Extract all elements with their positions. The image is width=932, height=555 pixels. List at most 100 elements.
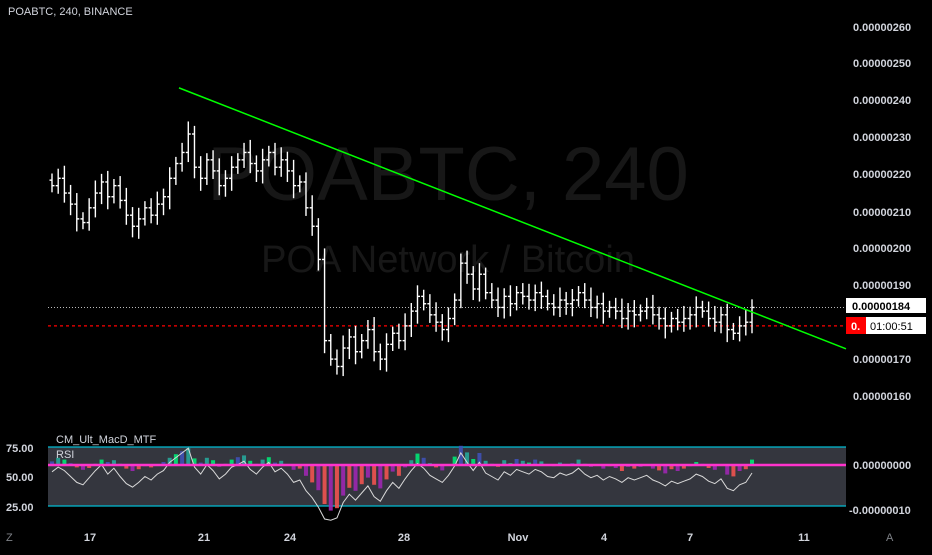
macd-histogram-bar [706, 465, 711, 468]
rsi-line [51, 447, 753, 521]
time-axis-label: 17 [84, 532, 96, 544]
macd-histogram-bar [471, 459, 476, 465]
macd-histogram-bar [87, 465, 92, 468]
symbol-header[interactable]: POABTC, 240, BINANCE [8, 6, 133, 18]
macd-histogram-bar [347, 465, 352, 488]
macd-histogram-bar [502, 460, 507, 465]
time-axis-icon-right[interactable]: A [886, 532, 894, 544]
time-axis-label: 11 [798, 532, 810, 544]
alert-price-tag [846, 317, 866, 334]
macd-histogram-bar [235, 457, 240, 465]
macd-histogram-bar [248, 460, 253, 465]
macd-histogram-bar [477, 453, 482, 465]
price-axis[interactable]: 0.00000260 0.00000250 0.00000240 0.00000… [853, 22, 911, 403]
macd-histogram-bar [80, 465, 85, 470]
macd-histogram-bar [211, 460, 216, 465]
macd-histogram-bar [359, 465, 364, 485]
current-price-tag [846, 298, 926, 313]
countdown-label: 01:00:51 [870, 321, 913, 333]
macd-histogram-bar [415, 453, 420, 465]
macd-histogram-bar [180, 451, 185, 465]
macd-histogram-bar [353, 465, 358, 491]
macd-histogram-bar [725, 465, 730, 475]
price-axis-label: 0.00000170 [853, 354, 911, 366]
indicator-layer [48, 445, 846, 521]
price-axis-label: 0.00000190 [853, 280, 911, 292]
macd-histogram-bar [291, 465, 296, 470]
watermark-symbol: POABTC, 240 [207, 132, 689, 217]
macd-histogram-bar [167, 457, 172, 465]
macd-axis-label: -0.00000010 [849, 505, 911, 517]
macd-histogram-bar [310, 465, 315, 483]
macd-histogram-bar [322, 465, 327, 504]
macd-histogram-bar [365, 465, 370, 478]
macd-histogram-bar [372, 465, 377, 485]
time-axis-label: Nov [508, 532, 530, 544]
macd-histogram-bar [341, 465, 346, 496]
macd-histogram-bar [186, 448, 191, 465]
macd-histogram-bar [242, 455, 247, 465]
time-axis-label: 21 [198, 532, 210, 544]
macd-histogram-bar [576, 459, 581, 465]
price-axis-label: 0.00000250 [853, 58, 911, 70]
macd-axis-label: 0.00000000 [853, 460, 911, 472]
macd-histogram-bar [601, 465, 606, 469]
macd-histogram-bar [204, 457, 209, 465]
watermark-description: POA Network / Bitcoin [261, 239, 635, 281]
alert-price-prefix: 0. [851, 321, 860, 333]
macd-histogram-bar [681, 465, 686, 469]
macd-histogram-bar [465, 452, 470, 465]
price-axis-label: 0.00000200 [853, 243, 911, 255]
macd-histogram-bar [279, 460, 284, 465]
macd-histogram-bar [111, 460, 116, 465]
macd-histogram-bar [669, 465, 674, 470]
macd-histogram-bar [750, 459, 754, 465]
macd-histogram-bar [657, 465, 662, 471]
macd-histogram-bar [619, 465, 624, 471]
macd-histogram-bar [440, 465, 445, 471]
macd-histogram-bar [483, 460, 488, 465]
macd-histogram-bar [378, 465, 383, 489]
macd-histogram-bar [650, 465, 655, 469]
macd-histogram-bar [712, 465, 717, 470]
macd-histogram-bar [105, 462, 110, 465]
macd-indicator-title[interactable]: CM_Ult_MacD_MTF [56, 434, 157, 446]
macd-histogram-bar [136, 465, 141, 470]
macd-histogram-bar [396, 465, 401, 476]
rsi-indicator-title[interactable]: RSI [56, 449, 75, 461]
macd-histogram-bar [303, 465, 308, 476]
macd-histogram-bar [613, 465, 618, 468]
macd-histogram-bar [458, 445, 463, 465]
price-axis-label: 0.00000260 [853, 22, 911, 34]
time-axis-label: 24 [284, 532, 297, 544]
macd-histogram-bar [731, 465, 736, 477]
macd-histogram-bar [229, 459, 234, 465]
time-axis[interactable]: Z 17 21 24 28 Nov 4 7 11 A [6, 532, 894, 544]
macd-histogram-bar [743, 465, 748, 470]
price-axis-label: 0.00000230 [853, 132, 911, 144]
macd-histogram-bar [384, 465, 389, 480]
countdown-tag [866, 317, 926, 334]
time-axis-icon-left[interactable]: Z [6, 532, 13, 544]
macd-histogram-bar [452, 456, 457, 465]
macd-histogram-bar [421, 457, 426, 465]
rsi-axis-label: 50.00 [6, 472, 34, 484]
time-axis-label: 28 [398, 532, 410, 544]
macd-histogram-bar [514, 459, 519, 465]
price-axis-label: 0.00000160 [853, 391, 911, 403]
rsi-axis-label: 25.00 [6, 502, 34, 514]
macd-histogram-bar [99, 459, 104, 465]
macd-histogram-bar [173, 454, 178, 465]
macd-histogram-bar [297, 465, 302, 469]
macd-histogram-bar [694, 462, 699, 465]
macd-histogram-bar [409, 460, 414, 465]
macd-histogram-bar [316, 465, 321, 491]
macd-histogram-bar [192, 458, 197, 465]
macd-histogram-bar [328, 465, 333, 511]
rsi-axis-label: 75.00 [6, 443, 34, 455]
macd-histogram-bar [334, 465, 339, 509]
macd-histogram-bar [737, 465, 742, 471]
macd-histogram-bar [130, 465, 135, 471]
